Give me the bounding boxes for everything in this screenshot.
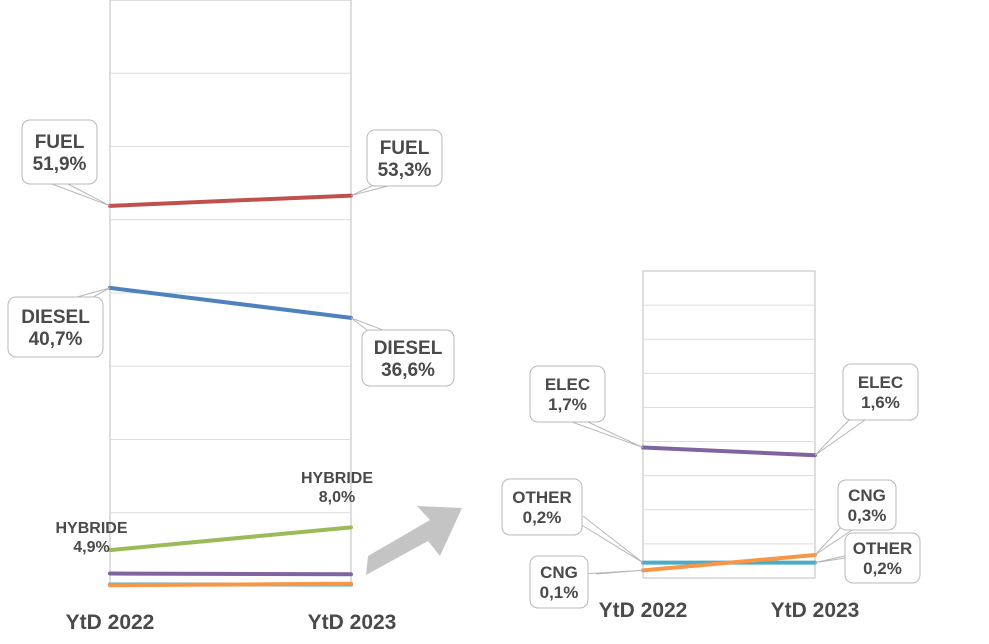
plot-area-frame: [642, 270, 816, 579]
callout-pointer: [350, 317, 384, 331]
x-tick-label: YtD 2023: [771, 599, 860, 622]
data-label-name: FUEL: [35, 132, 85, 153]
x-tick-label: YtD 2023: [308, 611, 397, 634]
data-label-name: ELEC: [858, 373, 903, 392]
data-label-hybride: HYBRIDE 4,9%: [55, 520, 127, 556]
data-label-name: DIESEL: [374, 338, 443, 359]
chart-1: YtD 2022 YtD 2023FUEL51,9%FUEL53,3%DIESEL…: [7, 0, 455, 634]
callout-pointer: [571, 421, 644, 448]
callout-box: [361, 329, 455, 387]
series-line-hybride: [108, 525, 353, 553]
data-label-value: 0,2%: [523, 508, 562, 527]
callout-pointer: [51, 183, 111, 207]
callout-box: [529, 555, 589, 609]
data-label-value: 1,6%: [861, 393, 900, 412]
data-label-name: CNG: [848, 486, 886, 505]
callout-pointer: [566, 515, 644, 564]
data-label-value: 51,9%: [33, 154, 87, 175]
data-label-name: ELEC: [545, 375, 590, 394]
data-label-name: OTHER: [512, 488, 572, 507]
data-label-value: 0,3%: [848, 506, 887, 525]
series-line-cng: [641, 552, 817, 573]
callout-box: [844, 532, 921, 584]
callout-box: [501, 478, 583, 536]
data-label-value: 1,7%: [548, 395, 587, 414]
data-label-hybride: HYBRIDE 8,0%: [301, 470, 373, 506]
callout-pointer: [350, 185, 389, 197]
series-line-fuel: [108, 193, 353, 208]
callout-pointer: [579, 569, 644, 575]
data-label-name: DIESEL: [21, 307, 90, 328]
data-label-value: 8,0%: [319, 489, 355, 506]
data-label-value: 0,2%: [863, 559, 902, 578]
data-label-value: 0,1%: [540, 583, 579, 602]
callout-box: [529, 365, 606, 423]
callout-box: [842, 363, 919, 421]
series-line-diesel: [108, 285, 353, 320]
zoom-arrow: [366, 506, 462, 575]
callout-box: [837, 479, 897, 531]
callout-pointer: [814, 419, 866, 456]
data-label-name: OTHER: [853, 539, 913, 558]
x-tick-label: YtD 2022: [599, 599, 688, 622]
data-label-name: HYBRIDE: [55, 520, 127, 537]
data-label-value: 4,9%: [73, 539, 109, 556]
callout-box: [7, 296, 104, 358]
callout-pointer: [76, 287, 111, 298]
callout-box: [366, 129, 443, 187]
chart-2: YtD 2022 YtD 2023ELEC1,7%ELEC1,6%OTHER0,2…: [501, 270, 921, 622]
data-label-name: CNG: [540, 563, 578, 582]
data-label-value: 53,3%: [378, 160, 432, 181]
x-tick-label: YtD 2022: [66, 611, 155, 634]
series-line-elec: [108, 571, 353, 577]
callout-pointer: [814, 525, 859, 556]
callout-box: [21, 119, 98, 185]
data-label-name: FUEL: [380, 138, 430, 159]
data-label-value: 40,7%: [29, 329, 83, 350]
series-line-cng: [108, 581, 353, 588]
data-label-value: 36,6%: [381, 360, 435, 381]
series-line-elec: [641, 445, 817, 458]
data-label-name: HYBRIDE: [301, 470, 373, 487]
